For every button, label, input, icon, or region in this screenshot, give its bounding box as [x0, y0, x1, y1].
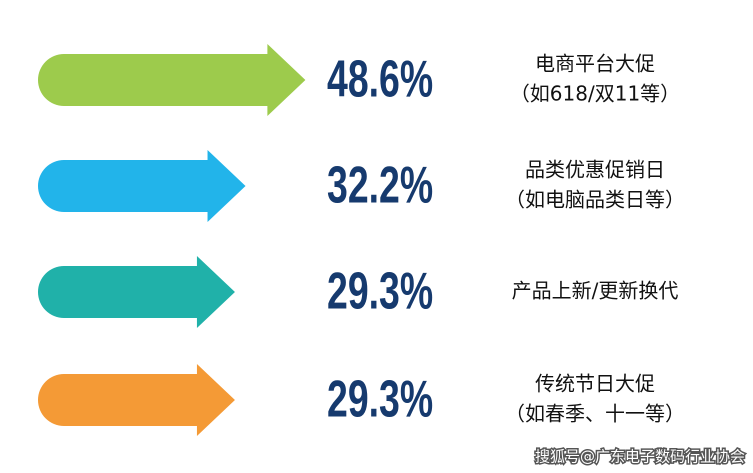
- arrow-bar: [38, 44, 306, 116]
- category-label: 品类优惠促销日: [525, 158, 665, 182]
- category-label: 电商平台大促: [535, 52, 655, 76]
- arrow-bar: [38, 256, 235, 328]
- arrow-bar: [38, 150, 246, 222]
- value-label: 32.2%: [327, 156, 433, 215]
- arrow-bar: [38, 364, 235, 436]
- category-label: （如电脑品类日等）: [505, 188, 685, 212]
- category-label: 产品上新/更新换代: [512, 279, 679, 303]
- value-label: 48.6%: [327, 50, 433, 109]
- category-label: （如618/双11等）: [510, 82, 680, 106]
- value-label: 29.3%: [327, 370, 433, 429]
- category-label: （如春季、十一等）: [505, 402, 685, 426]
- category-label: 传统节日大促: [535, 372, 655, 396]
- value-label: 29.3%: [327, 262, 433, 321]
- watermark: 搜狐号@广东电子数码行业协会: [535, 448, 745, 466]
